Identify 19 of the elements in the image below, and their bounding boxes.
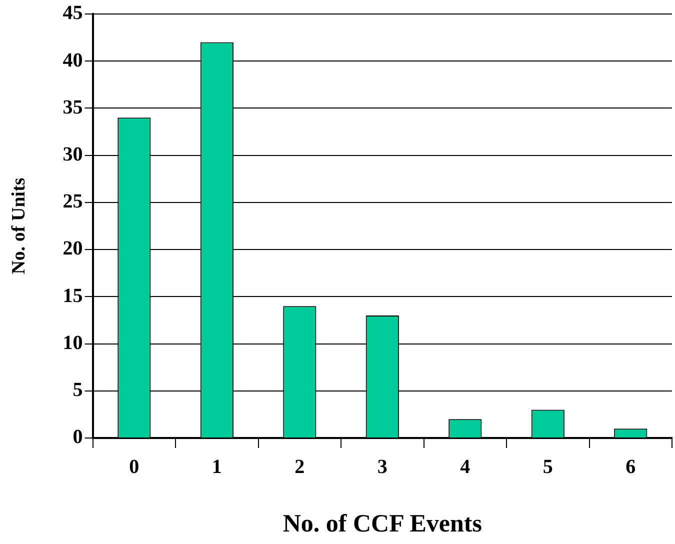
x-tick-label: 6: [626, 456, 636, 478]
x-tick-label: 3: [377, 456, 388, 478]
x-tick-label: 1: [212, 456, 222, 478]
x-axis-title: No. of CCF Events: [282, 510, 482, 538]
y-tick-label: 5: [72, 379, 83, 402]
y-tick-label: 20: [62, 238, 83, 260]
y-tick-label: 15: [62, 284, 83, 307]
y-tick-label: 30: [62, 144, 83, 166]
y-tick-label: 10: [62, 332, 83, 354]
x-tick-label: 2: [294, 456, 305, 478]
y-axis-title: No. of Units: [8, 178, 30, 274]
y-tick-label: 40: [62, 49, 83, 72]
x-tick-label: 4: [460, 456, 470, 478]
y-tick-label: 45: [62, 2, 83, 24]
y-tick-label: 0: [72, 426, 83, 448]
y-tick-label: 25: [62, 190, 83, 213]
x-tick-label: 5: [542, 456, 553, 478]
x-tick-label: 0: [129, 456, 140, 478]
y-tick-label: 35: [62, 96, 83, 118]
